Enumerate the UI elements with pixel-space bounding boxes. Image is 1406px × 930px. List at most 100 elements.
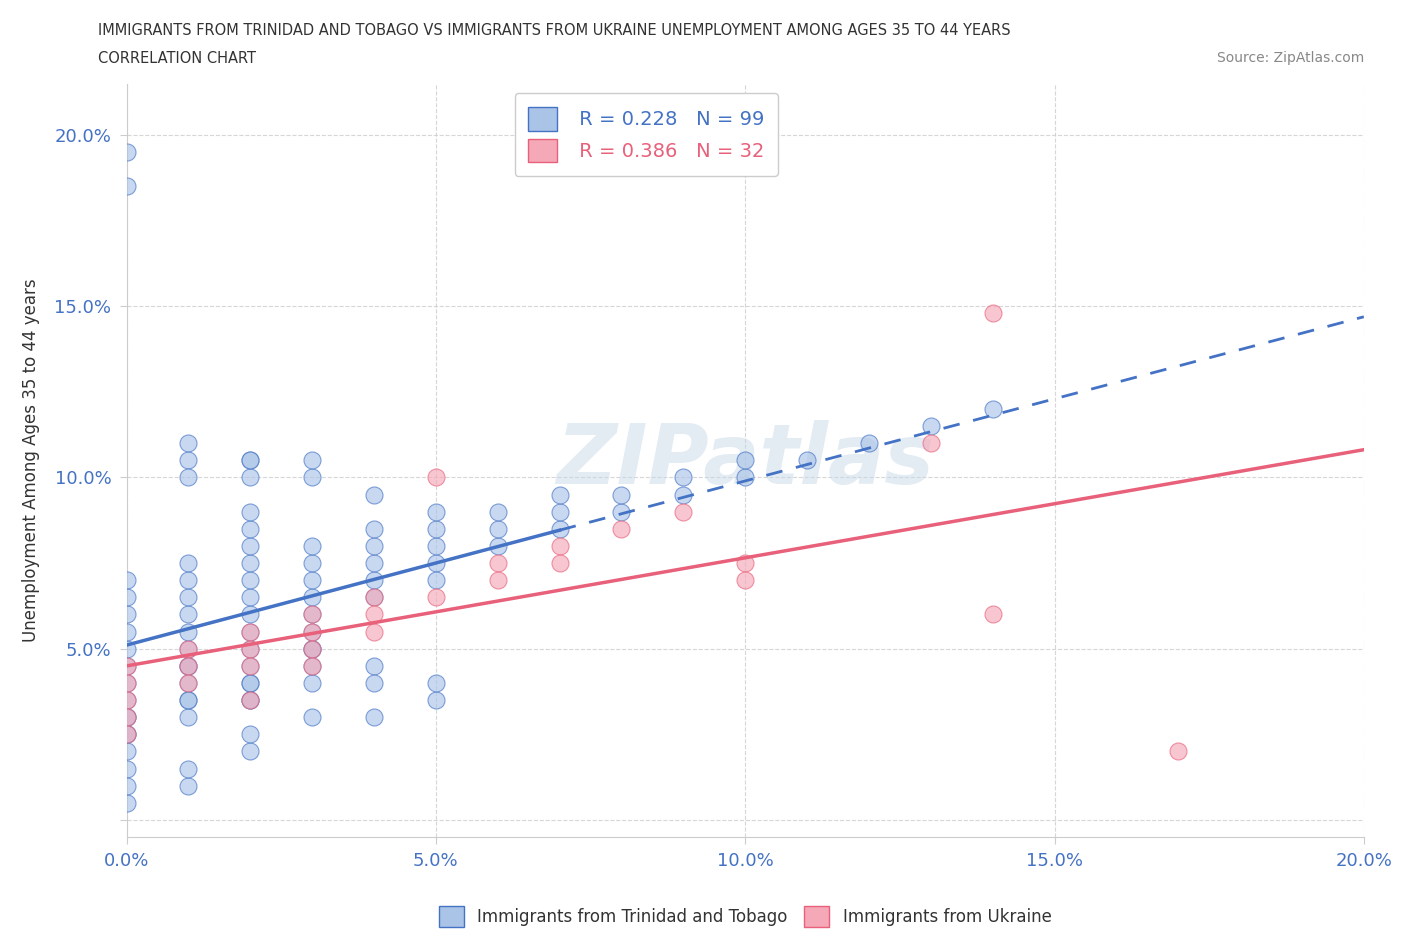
Point (363, 538, 385, 553)
Point (177, 590, 200, 604)
Point (301, 453, 323, 468)
Point (301, 590, 323, 604)
Point (548, 504, 571, 519)
Point (672, 470, 695, 485)
Point (177, 624, 200, 639)
Point (425, 573, 447, 588)
Point (177, 658, 200, 673)
Point (239, 607, 262, 622)
Point (239, 453, 262, 468)
Point (115, 710, 138, 724)
Point (734, 453, 756, 468)
Text: ZIPatlas: ZIPatlas (557, 419, 934, 501)
Point (486, 522, 509, 537)
Point (363, 573, 385, 588)
Point (239, 642, 262, 657)
Point (115, 795, 138, 810)
Point (610, 487, 633, 502)
Point (301, 607, 323, 622)
Point (177, 761, 200, 776)
Point (548, 555, 571, 570)
Point (177, 693, 200, 708)
Point (177, 693, 200, 708)
Point (363, 658, 385, 673)
Point (363, 710, 385, 724)
Point (177, 675, 200, 690)
Point (177, 453, 200, 468)
Point (301, 624, 323, 639)
Point (486, 504, 509, 519)
Point (115, 145, 138, 160)
Point (301, 555, 323, 570)
Point (301, 642, 323, 657)
Point (548, 522, 571, 537)
Point (239, 470, 262, 485)
Point (363, 590, 385, 604)
Point (425, 590, 447, 604)
Point (610, 504, 633, 519)
Text: IMMIGRANTS FROM TRINIDAD AND TOBAGO VS IMMIGRANTS FROM UKRAINE UNEMPLOYMENT AMON: IMMIGRANTS FROM TRINIDAD AND TOBAGO VS I… (98, 23, 1011, 38)
Point (115, 778, 138, 793)
Point (363, 607, 385, 622)
Point (239, 693, 262, 708)
Point (301, 658, 323, 673)
Point (239, 675, 262, 690)
Point (177, 675, 200, 690)
Point (425, 504, 447, 519)
Point (301, 470, 323, 485)
Point (177, 778, 200, 793)
Point (115, 744, 138, 759)
Point (177, 470, 200, 485)
Point (239, 624, 262, 639)
Point (177, 573, 200, 588)
Point (115, 675, 138, 690)
Y-axis label: Unemployment Among Ages 35 to 44 years: Unemployment Among Ages 35 to 44 years (22, 279, 41, 642)
Point (1167, 744, 1189, 759)
Point (796, 453, 818, 468)
Point (301, 624, 323, 639)
Point (301, 710, 323, 724)
Point (920, 418, 942, 433)
Point (115, 658, 138, 673)
Point (239, 744, 262, 759)
Point (115, 675, 138, 690)
Point (981, 402, 1004, 417)
Point (425, 470, 447, 485)
Point (239, 658, 262, 673)
Point (239, 538, 262, 553)
Point (363, 555, 385, 570)
Point (610, 522, 633, 537)
Text: CORRELATION CHART: CORRELATION CHART (98, 51, 256, 66)
Point (301, 642, 323, 657)
Point (115, 761, 138, 776)
Point (115, 693, 138, 708)
Point (301, 607, 323, 622)
Point (115, 693, 138, 708)
Point (239, 453, 262, 468)
Point (301, 658, 323, 673)
Point (239, 624, 262, 639)
Point (734, 470, 756, 485)
Point (177, 607, 200, 622)
Point (115, 727, 138, 742)
Point (177, 658, 200, 673)
Point (239, 590, 262, 604)
Point (239, 693, 262, 708)
Point (115, 642, 138, 657)
Point (301, 642, 323, 657)
Point (301, 675, 323, 690)
Point (486, 555, 509, 570)
Point (177, 642, 200, 657)
Text: Source: ZipAtlas.com: Source: ZipAtlas.com (1216, 51, 1364, 65)
Point (425, 555, 447, 570)
Point (425, 675, 447, 690)
Point (177, 710, 200, 724)
Point (239, 522, 262, 537)
Point (363, 624, 385, 639)
Point (115, 573, 138, 588)
Point (115, 607, 138, 622)
Point (734, 555, 756, 570)
Point (425, 693, 447, 708)
Point (239, 642, 262, 657)
Point (239, 675, 262, 690)
